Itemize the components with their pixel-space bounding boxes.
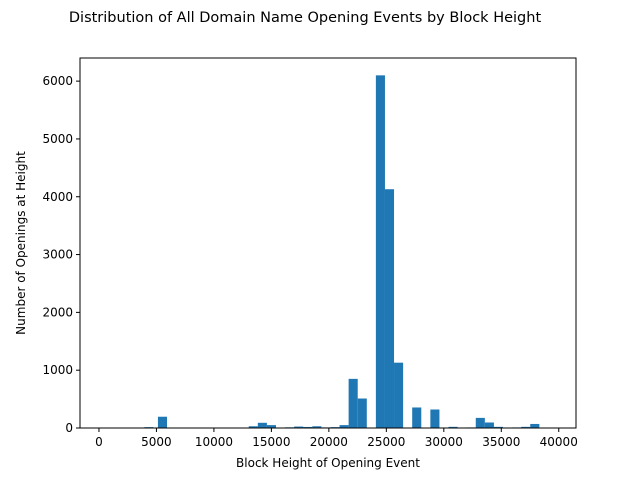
x-axis-label: Block Height of Opening Event — [236, 456, 420, 470]
chart-title: Distribution of All Domain Name Opening … — [69, 10, 542, 26]
histogram-bar — [475, 417, 485, 428]
y-tick-label: 4000 — [42, 190, 73, 204]
x-tick-label: 5000 — [141, 435, 172, 449]
x-tick-label: 10000 — [195, 435, 233, 449]
histogram-bar — [484, 422, 494, 428]
y-axis-label: Number of Openings at Height — [14, 151, 28, 335]
x-tick-label: 30000 — [425, 435, 463, 449]
histogram-bar — [375, 75, 385, 428]
y-tick-label: 6000 — [42, 74, 73, 88]
histogram-bar — [157, 416, 168, 428]
histogram-bar — [248, 426, 258, 428]
histogram-bar — [294, 426, 304, 428]
histogram-bar — [430, 409, 440, 428]
histogram-bar — [303, 426, 313, 428]
histogram-bar — [384, 189, 395, 428]
plot-frame — [79, 57, 577, 429]
y-tick-label: 5000 — [42, 132, 73, 146]
x-axis-ticks: 0 5000 10000 15000 20000 25000 30000 35000 40000 — [95, 428, 578, 449]
histogram-bar — [257, 422, 267, 428]
histogram-bar — [394, 362, 404, 428]
y-tick-label: 2000 — [42, 305, 73, 319]
histogram-bar — [339, 425, 349, 428]
x-tick-label: 15000 — [252, 435, 290, 449]
histogram-bar — [266, 425, 276, 428]
x-tick-label: 40000 — [540, 435, 578, 449]
x-tick-label: 0 — [95, 435, 103, 449]
x-tick-label: 35000 — [482, 435, 520, 449]
histogram-bar — [357, 398, 367, 428]
histogram-bar — [312, 426, 322, 428]
histogram-bar — [412, 407, 422, 428]
x-tick-label: 25000 — [367, 435, 405, 449]
histogram-bar — [493, 426, 504, 428]
histogram-bar — [348, 378, 358, 428]
x-tick-label: 20000 — [310, 435, 348, 449]
y-tick-label: 1000 — [42, 363, 73, 377]
y-tick-label: 3000 — [42, 248, 73, 262]
histogram-bar — [530, 423, 540, 428]
bars-group — [144, 75, 540, 428]
y-tick-label: 0 — [65, 421, 73, 435]
y-axis-ticks: 0 1000 2000 3000 4000 5000 6000 — [42, 74, 80, 435]
histogram-bar — [521, 426, 531, 428]
histogram-bar — [448, 426, 458, 428]
